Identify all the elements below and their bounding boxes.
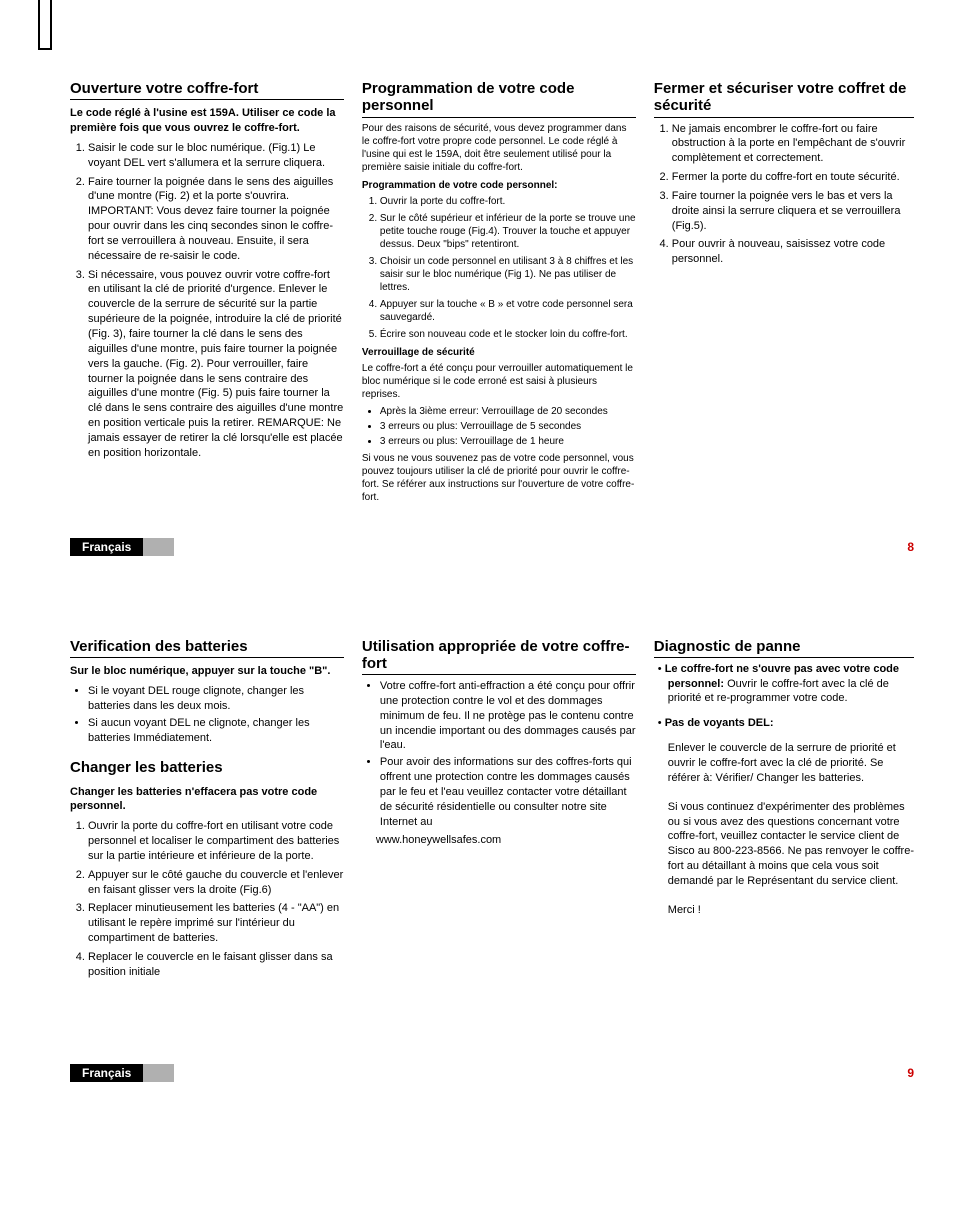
heading-verify-battery: Verification des batteries: [70, 638, 344, 658]
trouble-note: Si vous continuez d'expérimenter des pro…: [668, 800, 914, 889]
page-9: Verification des batteries Sur le bloc n…: [0, 598, 954, 1084]
open-safe-intro: Le code réglé à l'usine est 159A. Utilis…: [70, 106, 344, 135]
thanks: Merci !: [668, 903, 914, 918]
trouble-item-1: • Le coffre-fort ne s'ouvre pas avec vot…: [668, 662, 914, 707]
prog-step-5: Écrire son nouveau code et le stocker lo…: [380, 328, 636, 341]
use-b1: Votre coffre-fort anti-effraction a été …: [380, 679, 636, 753]
change-step-4: Replacer le couvercle en le faisant glis…: [88, 950, 344, 980]
lockout-intro: Le coffre-fort a été conçu pour verrouil…: [362, 362, 636, 401]
page-8: Ouverture votre coffre-fort Le code régl…: [0, 0, 954, 558]
open-step-1: Saisir le code sur le bloc numérique. (F…: [88, 141, 344, 171]
p9-col2: Utilisation appropriée de votre coffre-f…: [362, 638, 636, 984]
change-steps: Ouvrir la porte du coffre-fort en utilis…: [70, 819, 344, 979]
p9-col3: Diagnostic de panne • Le coffre-fort ne …: [654, 638, 914, 984]
heading-proper-use: Utilisation appropriée de votre coffre-f…: [362, 638, 636, 676]
open-safe-steps: Saisir le code sur le bloc numérique. (F…: [70, 141, 344, 461]
footer-language: Français: [70, 1064, 143, 1082]
lockout-subhead: Verrouillage de sécurité: [362, 347, 636, 358]
p8-col2: Programmation de votre code personnel Po…: [362, 80, 636, 508]
verify-b2: Si aucun voyant DEL ne clignote, changer…: [88, 716, 344, 746]
close-step-1: Ne jamais encombrer le coffre-fort ou fa…: [672, 122, 914, 167]
verify-b1: Si le voyant DEL rouge clignote, changer…: [88, 684, 344, 714]
footer-gap: [182, 1064, 188, 1082]
trouble-item-2: • Pas de voyants DEL:: [668, 716, 914, 731]
lockout-bullets: Après la 3ième erreur: Verrouillage de 2…: [362, 405, 636, 448]
lockout-b1: Après la 3ième erreur: Verrouillage de 2…: [380, 405, 636, 418]
footer-right-mask: [174, 538, 914, 556]
page8-content: Ouverture votre coffre-fort Le code régl…: [0, 0, 954, 508]
p9-col1: Verification des batteries Sur le bloc n…: [70, 638, 344, 984]
change-step-2: Appuyer sur le côté gauche du couvercle …: [88, 868, 344, 898]
p8-col3: Fermer et sécuriser votre coffret de séc…: [654, 80, 914, 508]
lockout-note: Si vous ne vous souvenez pas de votre co…: [362, 452, 636, 504]
verify-bullets: Si le voyant DEL rouge clignote, changer…: [70, 684, 344, 745]
heading-program-code: Programmation de votre code personnel: [362, 80, 636, 118]
change-step-3: Replacer minutieusement les batteries (4…: [88, 901, 344, 946]
close-step-2: Fermer la porte du coffre-fort en toute …: [672, 170, 914, 185]
lockout-b2: 3 erreurs ou plus: Verrouillage de 5 sec…: [380, 420, 636, 433]
trouble-2-label: Pas de voyants DEL:: [665, 717, 774, 729]
website-url: www.honeywellsafes.com: [376, 833, 636, 848]
footer-language: Français: [70, 538, 143, 556]
proper-use-bullets: Votre coffre-fort anti-effraction a été …: [362, 679, 636, 829]
close-step-4: Pour ouvrir à nouveau, saisissez votre c…: [672, 237, 914, 267]
page9-footer: Français 9: [70, 1064, 914, 1084]
prog-step-1: Ouvrir la porte du coffre-fort.: [380, 195, 636, 208]
program-subhead: Programmation de votre code personnel:: [362, 180, 636, 191]
heading-troubleshoot: Diagnostic de panne: [654, 638, 914, 658]
close-step-3: Faire tourner la poignée vers le bas et …: [672, 189, 914, 234]
lockout-b3: 3 erreurs ou plus: Verrouillage de 1 heu…: [380, 435, 636, 448]
close-safe-steps: Ne jamais encombrer le coffre-fort ou fa…: [654, 122, 914, 268]
open-step-2: Faire tourner la poignée dans le sens de…: [88, 175, 344, 264]
program-intro: Pour des raisons de sécurité, vous devez…: [362, 122, 636, 174]
page-number: 9: [907, 1064, 914, 1082]
p8-col1: Ouverture votre coffre-fort Le code régl…: [70, 80, 344, 508]
footer-gap: [182, 538, 188, 556]
footer-right-mask: [174, 1064, 914, 1082]
verify-intro: Sur le bloc numérique, appuyer sur la to…: [70, 664, 344, 678]
page8-footer: Français 8: [70, 538, 914, 558]
page9-content: Verification des batteries Sur le bloc n…: [0, 598, 954, 984]
crop-mark: [38, 0, 52, 50]
footer-gap: [194, 1064, 200, 1082]
footer-gap: [194, 538, 200, 556]
trouble-2-text: Enlever le couvercle de la serrure de pr…: [668, 741, 914, 786]
use-b2: Pour avoir des informations sur des coff…: [380, 755, 636, 829]
prog-step-2: Sur le côté supérieur et inférieur de la…: [380, 212, 636, 251]
program-steps: Ouvrir la porte du coffre-fort. Sur le c…: [362, 195, 636, 341]
prog-step-3: Choisir un code personnel en utilisant 3…: [380, 255, 636, 294]
change-intro: Changer les batteries n'effacera pas vot…: [70, 785, 344, 814]
heading-change-battery: Changer les batteries: [70, 759, 344, 778]
prog-step-4: Appuyer sur la touche « B » et votre cod…: [380, 298, 636, 324]
heading-open-safe: Ouverture votre coffre-fort: [70, 80, 344, 100]
page-number: 8: [907, 538, 914, 556]
change-step-1: Ouvrir la porte du coffre-fort en utilis…: [88, 819, 344, 864]
heading-close-safe: Fermer et sécuriser votre coffret de séc…: [654, 80, 914, 118]
open-step-3: Si nécessaire, vous pouvez ouvrir votre …: [88, 268, 344, 461]
